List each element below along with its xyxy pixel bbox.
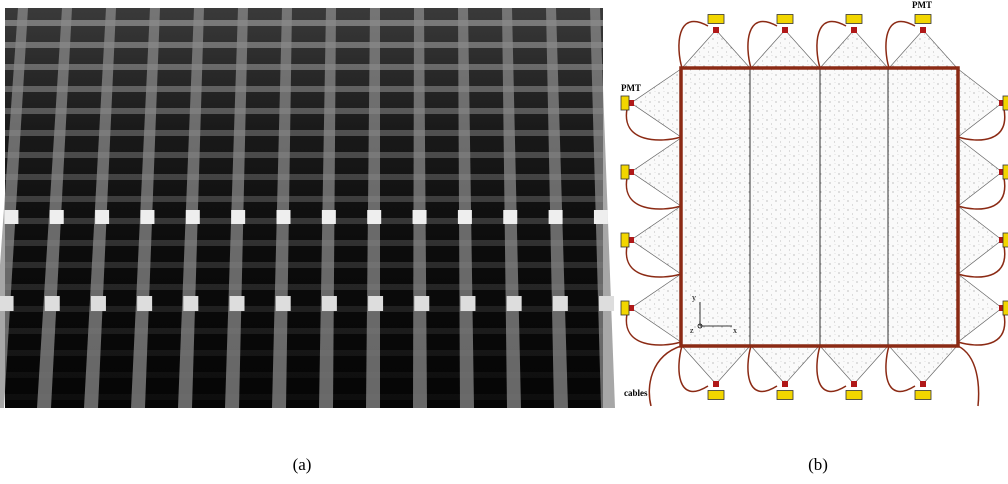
annotation: cables bbox=[624, 388, 648, 398]
tape bbox=[183, 296, 198, 311]
tape bbox=[460, 296, 475, 311]
photo bbox=[0, 8, 615, 408]
light-guide bbox=[751, 346, 819, 384]
light-guide bbox=[889, 346, 957, 384]
pmt-base bbox=[920, 381, 926, 387]
tape bbox=[599, 296, 614, 311]
tape bbox=[276, 296, 291, 311]
pmt bbox=[915, 15, 931, 24]
tape bbox=[140, 210, 154, 224]
caption: (a) bbox=[293, 455, 312, 474]
tape bbox=[91, 296, 106, 311]
pmt bbox=[621, 233, 629, 247]
pmt bbox=[1003, 96, 1008, 110]
pmt-base bbox=[920, 27, 926, 33]
light-guide bbox=[682, 346, 750, 384]
pmt bbox=[777, 391, 793, 400]
pmt-base bbox=[782, 27, 788, 33]
pmt bbox=[708, 391, 724, 400]
light-guide bbox=[631, 138, 681, 206]
tape bbox=[230, 296, 245, 311]
tape bbox=[0, 296, 14, 311]
pmt-base bbox=[713, 27, 719, 33]
tape bbox=[95, 210, 109, 224]
tape bbox=[322, 296, 337, 311]
pmt bbox=[1003, 165, 1008, 179]
tape bbox=[277, 210, 291, 224]
pmt bbox=[915, 391, 931, 400]
light-guide bbox=[958, 138, 1002, 206]
reflection-band bbox=[5, 42, 603, 48]
pmt-base bbox=[782, 381, 788, 387]
tape bbox=[413, 210, 427, 224]
annotation: PMT bbox=[621, 83, 641, 93]
light-guide bbox=[820, 30, 888, 68]
tape bbox=[368, 296, 383, 311]
pmt bbox=[777, 15, 793, 24]
tape bbox=[45, 296, 60, 311]
tape bbox=[322, 210, 336, 224]
light-guide bbox=[958, 69, 1002, 137]
cable bbox=[958, 346, 979, 406]
caption: (b) bbox=[808, 455, 828, 474]
pmt-base bbox=[851, 381, 857, 387]
tape bbox=[549, 210, 563, 224]
axis-label: x bbox=[733, 326, 737, 335]
pmt bbox=[1003, 233, 1008, 247]
pmt-base bbox=[713, 381, 719, 387]
pmt bbox=[846, 15, 862, 24]
tape bbox=[186, 210, 200, 224]
figure: (a) (b) PMT PMT cables y z x bbox=[0, 0, 1008, 484]
light-guide bbox=[958, 274, 1002, 342]
pmt bbox=[846, 391, 862, 400]
pmt bbox=[621, 96, 629, 110]
light-guide bbox=[682, 30, 750, 68]
tape bbox=[507, 296, 522, 311]
axis-label: z bbox=[690, 326, 694, 335]
pmt bbox=[621, 301, 629, 315]
tape bbox=[4, 210, 18, 224]
detector-diagram bbox=[621, 15, 1008, 407]
tape bbox=[137, 296, 152, 311]
pmt bbox=[621, 165, 629, 179]
light-guide bbox=[631, 274, 681, 342]
cable bbox=[649, 346, 681, 406]
tape bbox=[458, 210, 472, 224]
light-guide bbox=[820, 346, 888, 384]
light-guide bbox=[631, 69, 681, 137]
tape bbox=[594, 210, 608, 224]
tape bbox=[50, 210, 64, 224]
pmt bbox=[708, 15, 724, 24]
pmt bbox=[1003, 301, 1008, 315]
light-guide bbox=[751, 30, 819, 68]
axis-label: y bbox=[692, 293, 696, 302]
light-guide bbox=[631, 206, 681, 274]
annotation: PMT bbox=[912, 0, 932, 10]
pmt-base bbox=[851, 27, 857, 33]
light-guide bbox=[958, 206, 1002, 274]
light-guide bbox=[889, 30, 957, 68]
tape bbox=[553, 296, 568, 311]
tape bbox=[231, 210, 245, 224]
tape bbox=[414, 296, 429, 311]
tape bbox=[503, 210, 517, 224]
reflection-band bbox=[5, 20, 603, 26]
tape bbox=[367, 210, 381, 224]
